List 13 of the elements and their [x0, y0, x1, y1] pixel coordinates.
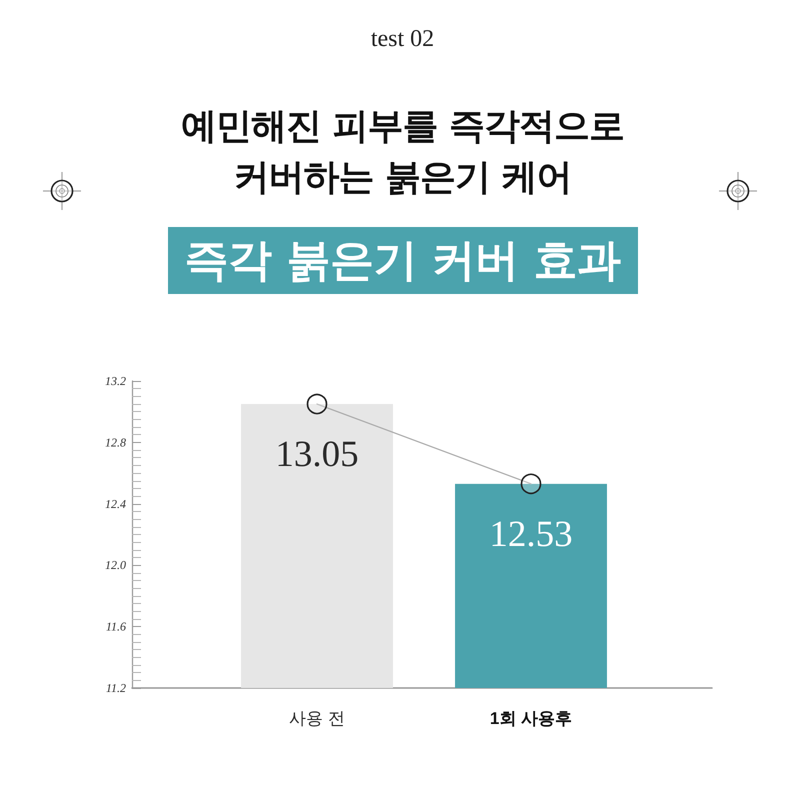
y-tick-label: 12.8: [105, 435, 126, 450]
data-label: 13.05: [275, 434, 359, 476]
data-label: 12.53: [489, 514, 573, 555]
y-tick-label: 12.4: [105, 496, 126, 511]
chart-title: 예민해진 피부를 즉각적으로 커버하는 붉은기 케어: [180, 105, 626, 200]
text: test 02: [370, 26, 436, 53]
y-tick-label: 13.2: [105, 374, 126, 388]
x-tick-label: 1회 사용후: [490, 709, 572, 728]
y-tick-label: 11.2: [106, 681, 126, 695]
x-tick-label: 사용 전: [289, 709, 345, 728]
y-tick-label: 12.0: [105, 558, 126, 572]
chart-subtitle: 즉각 붉은기 커버 효과: [168, 227, 638, 294]
y-tick-label: 11.6: [106, 620, 126, 634]
